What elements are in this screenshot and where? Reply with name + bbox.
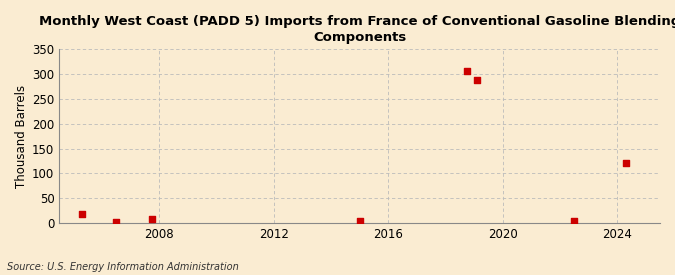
Point	[147, 217, 158, 222]
Point	[620, 161, 631, 166]
Point	[354, 219, 365, 224]
Point	[462, 68, 472, 73]
Point	[111, 220, 122, 224]
Y-axis label: Thousand Barrels: Thousand Barrels	[15, 84, 28, 188]
Point	[472, 78, 483, 82]
Point	[77, 212, 88, 216]
Title: Monthly West Coast (PADD 5) Imports from France of Conventional Gasoline Blendin: Monthly West Coast (PADD 5) Imports from…	[39, 15, 675, 44]
Text: Source: U.S. Energy Information Administration: Source: U.S. Energy Information Administ…	[7, 262, 238, 272]
Point	[569, 219, 580, 224]
